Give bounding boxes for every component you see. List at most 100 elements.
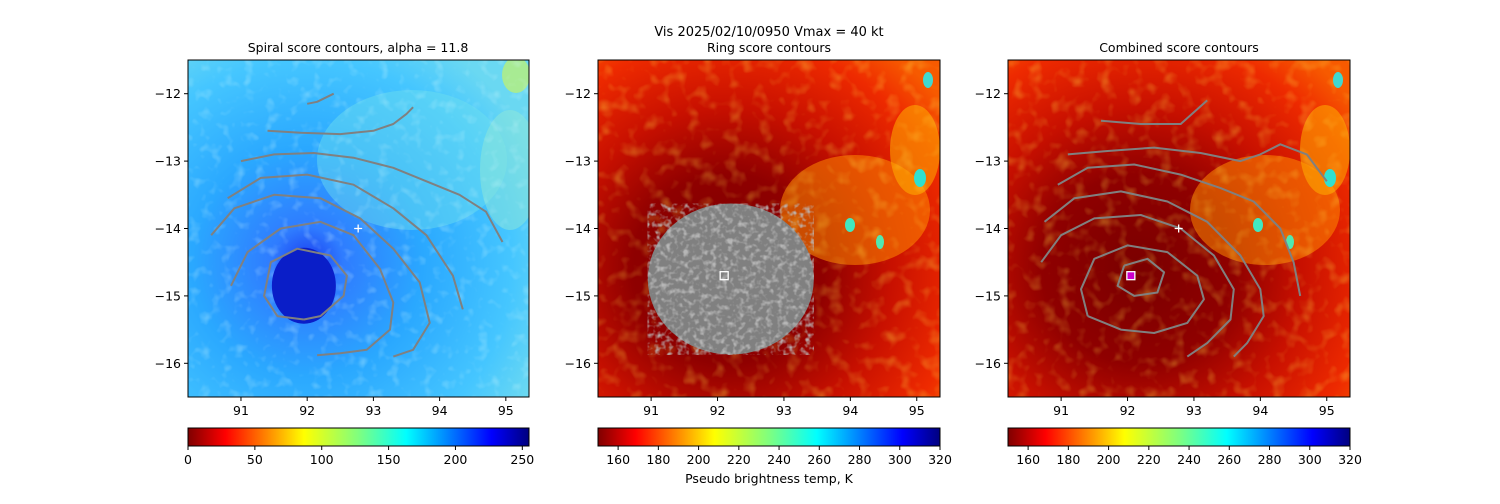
cold-cloud-patch	[1253, 218, 1263, 232]
ring-image	[598, 60, 940, 397]
combined-contours	[1040, 99, 1328, 358]
combined-score-panel: Combined score contours 91 92 93 94 95 −12 −13…	[975, 40, 1362, 467]
contour-line	[1043, 190, 1265, 358]
panel-title: Ring score contours	[707, 40, 831, 55]
combined-image	[1008, 60, 1350, 397]
x-tick-label: 91	[643, 403, 659, 418]
y-tick-label: −15	[975, 288, 1001, 303]
colorbar-tick-label: 180	[646, 452, 670, 467]
x-tick-label: 93	[1186, 403, 1202, 418]
x-tick-label: 93	[365, 403, 381, 418]
colorbar-label: Pseudo brightness temp, K	[685, 471, 854, 486]
center-plus-marker	[354, 224, 363, 233]
contour-line	[227, 173, 464, 310]
x-tick-label: 92	[299, 403, 315, 418]
contour-line	[1100, 99, 1208, 125]
y-tick-label: −12	[155, 86, 181, 101]
ring-score-panel: Ring score contours 91 92 93 94 95 −12 −13 −14 −…	[565, 40, 952, 486]
figure-suptitle: Vis 2025/02/10/0950 Vmax = 40 kt	[654, 25, 883, 40]
colorbar-tick-label: 200	[444, 452, 468, 467]
cold-cloud-patch	[845, 218, 855, 232]
panel-title: Spiral score contours, alpha = 11.8	[248, 40, 469, 55]
axis-ticks: 91 92 93 94 95 −12 −13 −14 −15 −16	[565, 86, 925, 418]
x-tick-label: 95	[909, 403, 925, 418]
ring-contours	[719, 271, 729, 281]
x-tick-label: 93	[776, 403, 792, 418]
center-square-marker	[719, 271, 729, 281]
contour-line	[1116, 257, 1166, 297]
contour-line	[210, 193, 431, 358]
x-tick-label: 94	[842, 403, 858, 418]
y-tick-label: −16	[155, 356, 181, 371]
colorbar-tick-label: 250	[510, 452, 534, 467]
panel-title: Combined score contours	[1099, 40, 1259, 55]
eye-region	[271, 247, 336, 324]
y-tick-label: −16	[975, 356, 1001, 371]
x-tick-label: 94	[432, 403, 448, 418]
cold-cloud-patch	[1333, 72, 1343, 88]
axis-ticks: 91 92 93 94 95 −12 −13 −14 −15 −16	[155, 86, 514, 418]
y-tick-label: −14	[975, 221, 1001, 236]
colorbar-gradient	[187, 427, 530, 447]
y-tick-label: −12	[565, 86, 591, 101]
colorbar-tick-label: 180	[1056, 452, 1080, 467]
colorbar: 160 180 200 220 240 260 280 300 320 Pseudo bright…	[597, 427, 952, 486]
colorbar-tick-label: 160	[1016, 452, 1040, 467]
contour-line	[1057, 163, 1302, 297]
y-tick-label: −15	[565, 288, 591, 303]
colorbar: 0 50 100 150 200 250	[184, 427, 534, 467]
colorbar-tick-label: 240	[1177, 452, 1201, 467]
cold-cloud-patch	[914, 169, 926, 187]
contour-line	[267, 106, 414, 136]
center-square-marker	[1126, 271, 1136, 281]
cold-cloud-patch	[1324, 169, 1336, 187]
colorbar-tick-label: 0	[184, 452, 192, 467]
colorbar-tick-label: 220	[1137, 452, 1161, 467]
y-tick-label: −14	[155, 221, 181, 236]
cold-cloud-patch	[876, 235, 884, 249]
colorbar-tick-label: 320	[1338, 452, 1362, 467]
colorbar-tick-label: 300	[888, 452, 912, 467]
ring-holes	[647, 203, 814, 355]
spiral-score-panel: Spiral score contours, alpha = 11.8 91 92…	[155, 40, 535, 467]
x-tick-label: 92	[1120, 403, 1136, 418]
colorbar-tick-label: 200	[687, 452, 711, 467]
x-tick-label: 91	[233, 403, 249, 418]
contour-line	[263, 247, 348, 321]
contour-line	[1080, 244, 1205, 334]
y-tick-label: −13	[155, 154, 181, 169]
colorbar: 160 180 200 220 240 260 280 300 320	[1007, 427, 1362, 467]
colorbar-tick-label: 100	[310, 452, 334, 467]
colorbar-tick-label: 260	[1217, 452, 1241, 467]
colorbar-tick-label: 240	[767, 452, 791, 467]
colorbar-tick-label: 300	[1298, 452, 1322, 467]
y-tick-label: −14	[565, 221, 591, 236]
colorbar-tick-label: 160	[606, 452, 630, 467]
contour-line	[1040, 214, 1235, 358]
colorbar-tick-label: 220	[727, 452, 751, 467]
contour-line	[230, 220, 395, 357]
x-tick-label: 92	[710, 403, 726, 418]
x-tick-label: 95	[498, 403, 514, 418]
spiral-image	[188, 60, 529, 397]
x-tick-label: 95	[1319, 403, 1335, 418]
x-tick-label: 94	[1252, 403, 1268, 418]
colorbar-tick-label: 320	[928, 452, 952, 467]
y-tick-label: −12	[975, 86, 1001, 101]
colorbar-tick-label: 150	[377, 452, 401, 467]
contour-line	[1067, 143, 1328, 182]
y-tick-label: −13	[565, 154, 591, 169]
y-tick-label: −16	[565, 356, 591, 371]
colorbar-tick-label: 50	[247, 452, 263, 467]
y-tick-label: −15	[155, 288, 181, 303]
colorbar-tick-label: 280	[848, 452, 872, 467]
colorbar-tick-label: 260	[807, 452, 831, 467]
axis-ticks: 91 92 93 94 95 −12 −13 −14 −15 −16	[975, 86, 1335, 418]
cold-cloud-patch	[923, 72, 933, 88]
x-tick-label: 91	[1053, 403, 1069, 418]
colorbar-gradient	[597, 427, 941, 447]
colorbar-gradient	[1007, 427, 1351, 447]
spiral-contours	[210, 92, 504, 358]
y-tick-label: −13	[975, 154, 1001, 169]
